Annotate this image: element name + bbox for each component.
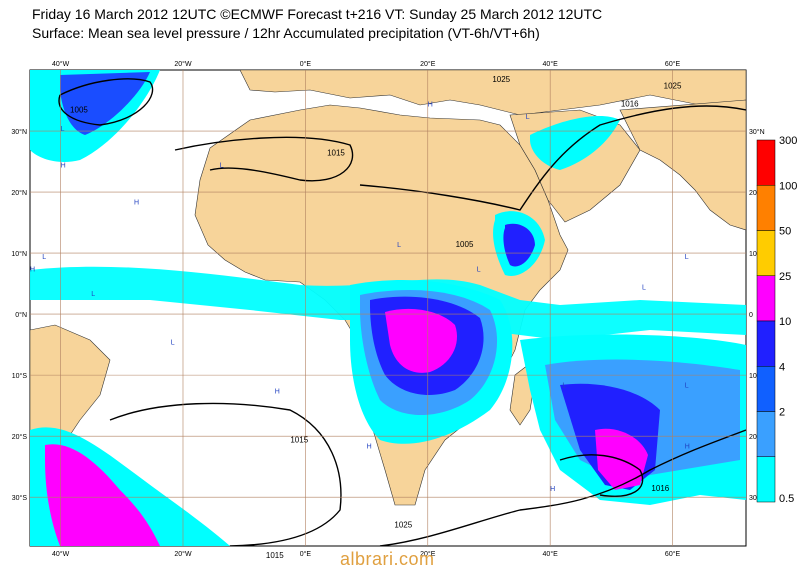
left-lat-label: 10°N [11,250,27,258]
precip-magenta-south-atlantic [45,444,160,546]
isobar-southern [379,429,746,546]
top-lon-label: 40°E [543,60,559,68]
left-lat-label: 20°S [12,433,28,441]
legend-label: 10 [779,316,791,328]
top-lon-label: 20°E [420,60,436,68]
low-pressure-marker: L [477,266,481,273]
isobar-label: 1025 [492,75,510,84]
high-pressure-marker: H [428,102,433,109]
top-lon-label: 20°W [174,60,192,68]
high-pressure-marker: H [367,443,372,450]
low-pressure-marker: L [685,382,689,389]
isobar-indian-ocean [559,454,644,497]
isobars [58,78,746,546]
legend-label: 2 [779,407,785,419]
left-lat-label: 30°S [12,494,28,502]
low-pressure-marker: L [526,114,530,121]
legend-swatch [756,456,776,503]
map-content [30,70,746,546]
legend-swatch [756,139,776,186]
left-lat-label: 0°N [15,311,27,319]
isobar-label: 1016 [651,484,669,493]
low-pressure-marker: L [220,163,224,170]
low-pressure-marker: L [642,285,646,292]
bottom-lon-label: 60°E [665,550,681,558]
low-pressure-marker: L [171,340,175,347]
chart-title-line-1: Friday 16 March 2012 12UTC ©ECMWF Foreca… [32,6,603,22]
high-pressure-marker: H [685,443,690,450]
chart-title-line-2: Surface: Mean sea level pressure / 12hr … [32,25,540,41]
bottom-longitude-labels: 40°W 20°W 0°E 20°E 40°E 60°E [52,550,681,558]
low-pressure-marker: L [61,126,65,133]
isobar-north-africa [359,105,746,211]
top-longitude-labels: 40°W 20°W 0°E 20°E 40°E 60°E [52,60,681,68]
legend-label: 25 [779,271,791,283]
isobar-label: 1015 [266,551,284,560]
isobar-label: 1005 [70,106,88,115]
precipitation-legend: 300 100 50 25 10 4 2 0.5 [756,135,797,505]
legend-swatch [756,366,776,412]
right-lat-label: 20 [749,190,757,197]
isobar-label: 1015 [290,435,308,444]
left-lat-label: 10°S [12,372,28,380]
watermark: albrari.com [340,549,435,569]
isobar-label: 1005 [456,240,474,249]
isobar-north-atlantic [58,78,154,126]
left-lat-label: 30°N [11,128,27,136]
legend-swatch [756,185,776,231]
precip-blue-north-atlantic [60,72,150,135]
low-pressure-marker: L [42,254,46,261]
legend-label: 300 [779,135,797,147]
top-lon-label: 0°E [300,60,312,68]
low-pressure-marker: L [685,254,689,261]
legend-swatch [756,411,776,457]
legend-label: 100 [779,180,797,192]
legend-label: 0.5 [779,493,794,505]
high-pressure-marker: H [61,163,66,170]
right-lat-label: 20 [749,434,757,441]
right-lat-label: 10 [749,373,757,380]
right-lat-label: 30°N [749,128,765,136]
low-pressure-marker: L [562,382,566,389]
right-lat-label: 30 [749,495,757,502]
right-lat-label: 10 [749,251,757,258]
isobar-south-atlantic-high [109,402,342,546]
top-lon-label: 40°W [52,60,70,68]
isobar-label: 1016 [621,100,639,109]
top-lon-label: 60°E [665,60,681,68]
bottom-lon-label: 20°E [420,550,436,558]
bottom-lon-label: 20°W [174,550,192,558]
low-pressure-marker: L [91,291,95,298]
isobar-label: 1025 [394,521,412,530]
isobar-labels: 1005 1015 1025 1016 1015 1005 1016 1015 1025 1025 [70,75,682,560]
low-pressure-marker: L [397,242,401,249]
legend-swatch [756,275,776,322]
high-pressure-marker: H [275,388,280,395]
left-lat-label: 20°N [11,189,27,197]
graticule [30,70,746,546]
bottom-lon-label: 0°E [300,550,312,558]
land-asia [619,99,746,231]
left-latitude-labels: 30°N 20°N 10°N 0°N 10°S 20°S 30°S [11,128,27,502]
right-lat-label: 0 [749,312,753,319]
isobar-sahara [174,136,354,182]
bottom-lon-label: 40°W [52,550,70,558]
isobar-label: 1015 [327,148,345,157]
legend-label: 4 [779,361,785,373]
isobar-label: 1025 [664,81,682,90]
high-pressure-marker: H [550,486,555,493]
bottom-lon-label: 40°E [543,550,559,558]
precip-blue-east-africa [503,223,535,267]
legend-swatch [756,320,776,367]
right-latitude-labels: 30°N 20 10 0 10 20 30 [749,128,765,502]
legend-swatch [756,230,776,276]
high-pressure-marker: H [134,199,139,206]
precipitation-fields [30,70,746,546]
high-pressure-marker: H [30,266,35,273]
precip-magenta-central [385,308,458,373]
legend-label: 50 [779,226,791,238]
